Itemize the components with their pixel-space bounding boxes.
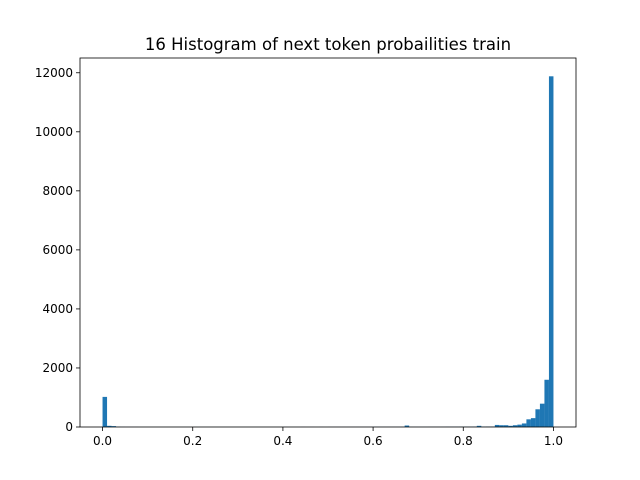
- histogram-bar: [526, 419, 531, 427]
- x-axis: 0.0 0.2 0.4 0.6 0.8 1.0: [93, 427, 563, 448]
- histogram-bar: [102, 396, 108, 427]
- chart-title: 16 Histogram of next token probailities …: [145, 35, 511, 54]
- histogram-bar: [404, 425, 410, 427]
- y-tick-label: 6000: [42, 243, 73, 257]
- y-tick-label: 2000: [42, 361, 73, 375]
- y-tick-label: 12000: [35, 66, 73, 80]
- histogram-bar: [512, 425, 518, 427]
- histogram-bar: [539, 403, 545, 427]
- y-axis: 0 2000 4000 6000 8000 10000 12000: [35, 66, 80, 434]
- y-tick-label: 0: [65, 420, 73, 434]
- histogram-bar: [107, 425, 112, 427]
- histogram-bar: [476, 425, 482, 427]
- histogram-bar: [517, 424, 522, 427]
- histogram-bar: [503, 425, 509, 427]
- x-tick-label: 0.6: [364, 434, 383, 448]
- histogram-bar: [544, 379, 549, 427]
- x-tick-label: 0.8: [454, 434, 473, 448]
- histogram-bar: [535, 409, 540, 427]
- x-tick-label: 0.0: [93, 434, 112, 448]
- y-tick-label: 10000: [35, 125, 73, 139]
- histogram-bar: [521, 423, 527, 427]
- plot-frame: [79, 57, 577, 428]
- histogram-bar: [508, 425, 513, 427]
- histogram-bar: [499, 425, 504, 427]
- histogram-bar: [530, 418, 536, 427]
- x-tick-label: 0.2: [183, 434, 202, 448]
- y-tick-label: 4000: [42, 302, 73, 316]
- histogram-bar: [548, 76, 554, 427]
- x-tick-label: 0.4: [273, 434, 292, 448]
- y-tick-label: 8000: [42, 184, 73, 198]
- histogram-bar: [111, 426, 117, 427]
- x-tick-label: 1.0: [544, 434, 563, 448]
- histogram-bar: [494, 424, 500, 427]
